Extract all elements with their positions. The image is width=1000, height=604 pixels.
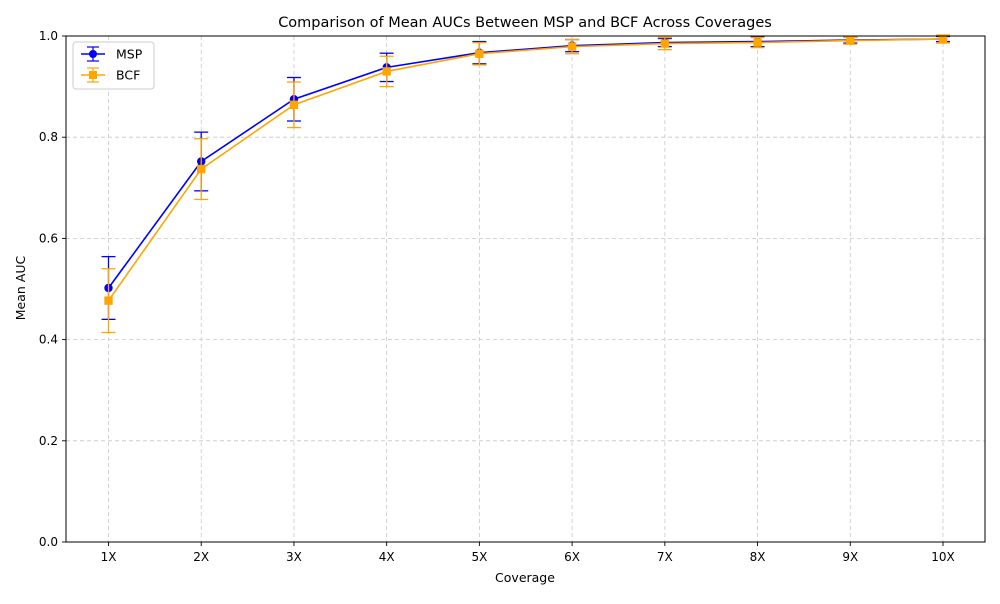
bcf-point: [753, 38, 762, 47]
bcf-point: [846, 36, 855, 45]
bcf-point: [475, 49, 484, 58]
bcf-point: [104, 296, 113, 305]
x-tick-label: 1X: [101, 550, 117, 564]
x-tick-label: 7X: [657, 550, 673, 564]
legend-marker: [89, 50, 97, 58]
legend: MSP BCF: [72, 41, 155, 90]
bcf-line: [107, 38, 944, 302]
legend-label: BCF: [116, 68, 140, 83]
x-tick-label: 6X: [564, 550, 580, 564]
legend-marker: [89, 71, 97, 79]
bcf-point: [197, 164, 206, 174]
axis-ticks: 1X 2X 3X 4X 5X 6X 7X 8X 9X 10X 0.0 0.2 0.4 0.6 0.8 1.0: [39, 29, 955, 564]
msp-series: [101, 34, 950, 321]
x-axis-label: Coverage: [495, 570, 555, 585]
legend-entry-bcf: BCF: [81, 67, 140, 83]
y-axis-label: Mean AUC: [13, 256, 28, 321]
legend-label: MSP: [116, 47, 143, 62]
bcf-point: [567, 42, 577, 51]
plot-frame: [65, 35, 986, 543]
y-tick-label: 0.0: [39, 535, 58, 549]
x-tick-label: 9X: [842, 550, 858, 564]
x-tick-label: 8X: [750, 550, 766, 564]
series-layer: [101, 34, 950, 334]
chart-title: Comparison of Mean AUCs Between MSP and …: [278, 15, 772, 31]
x-tick-label: 3X: [286, 550, 302, 564]
x-tick-label: 4X: [379, 550, 395, 564]
y-tick-label: 0.6: [39, 231, 58, 245]
bcf-point: [660, 39, 670, 48]
x-tick-label: 2X: [193, 550, 209, 564]
msp-line: [107, 38, 944, 289]
y-tick-label: 0.4: [39, 333, 58, 347]
bcf-point: [938, 34, 948, 44]
bcf-series: [101, 34, 950, 334]
bcf-point: [289, 100, 299, 110]
x-tick-label: 5X: [471, 550, 487, 564]
gridlines: [66, 35, 985, 543]
bcf-point: [382, 67, 391, 76]
y-tick-label: 1.0: [39, 29, 58, 43]
legend-entry-msp: MSP: [81, 46, 143, 62]
y-tick-label: 0.2: [39, 434, 58, 448]
y-tick-label: 0.8: [39, 130, 58, 144]
x-tick-label: 10X: [931, 550, 955, 564]
